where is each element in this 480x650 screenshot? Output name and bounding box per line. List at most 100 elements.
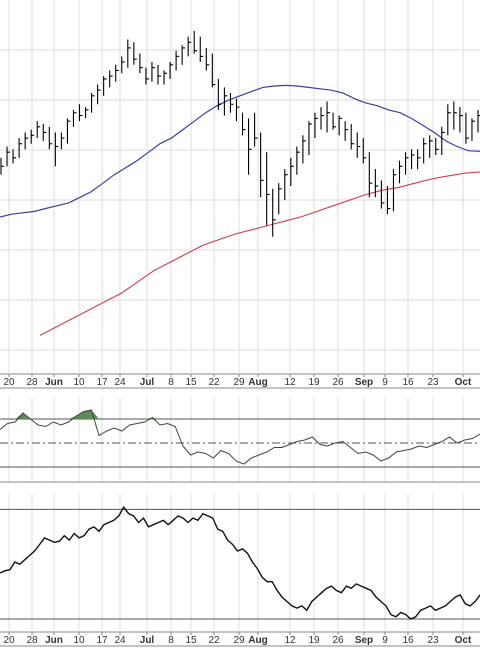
price-bar <box>175 50 180 71</box>
x-tick-label: 24 <box>114 635 126 646</box>
price-bar <box>429 135 433 158</box>
price-bar <box>115 64 119 82</box>
price-bar <box>435 138 439 155</box>
price-bar <box>145 67 149 85</box>
price-bar <box>350 124 355 150</box>
price-bar <box>447 104 451 136</box>
price-bars <box>0 31 480 237</box>
indicator2-panel <box>0 494 480 630</box>
price-bar <box>169 62 174 79</box>
x-tick-label: 8 <box>168 377 174 388</box>
x-tick-label: 20 <box>3 377 15 388</box>
price-bar <box>84 107 89 119</box>
price-bar <box>308 121 312 155</box>
price-bar <box>18 138 23 158</box>
price-bar <box>441 126 445 155</box>
price-bar <box>248 118 252 175</box>
price-bar <box>362 138 367 164</box>
price-bar <box>54 132 59 167</box>
price-bar <box>392 169 397 212</box>
x-tick-label: 22 <box>208 635 220 646</box>
price-bar <box>181 45 186 65</box>
x-tick-label: 17 <box>96 635 108 646</box>
price-bar <box>78 104 83 122</box>
price-bar <box>42 124 47 141</box>
price-bar <box>260 132 264 198</box>
price-bar <box>66 118 71 144</box>
x-tick-label: 16 <box>402 377 414 388</box>
price-bar <box>411 149 415 170</box>
price-bar <box>465 112 469 144</box>
price-bar <box>266 152 270 226</box>
price-bar <box>12 149 17 164</box>
indicator1-line <box>0 409 480 465</box>
x-tick-label: Jul <box>140 635 155 646</box>
price-bar <box>97 84 101 105</box>
x-tick-label: 17 <box>96 377 108 388</box>
x-tick-label: 23 <box>427 377 439 388</box>
price-bar <box>139 53 143 74</box>
price-bar <box>199 36 204 62</box>
price-bar <box>151 62 155 82</box>
overbought-fill <box>15 413 31 419</box>
x-tick-label: 20 <box>3 635 15 646</box>
x-tick-label: 28 <box>26 377 38 388</box>
x-tick-label: 26 <box>332 377 344 388</box>
price-bar <box>133 42 137 65</box>
indicator1-grid <box>0 398 480 483</box>
price-panel <box>0 0 480 372</box>
x-tick-label: 15 <box>185 635 197 646</box>
x-tick-label: 29 <box>233 635 245 646</box>
x-tick-label: Oct <box>455 635 472 646</box>
price-bar <box>0 157 4 175</box>
price-bar <box>386 186 391 215</box>
price-bar <box>423 138 427 164</box>
price-bar <box>235 98 240 122</box>
price-bar <box>187 36 192 57</box>
x-tick-label: Jun <box>45 635 63 646</box>
x-tick-label: Aug <box>248 635 267 646</box>
x-tick-label: 22 <box>208 377 220 388</box>
price-bar <box>338 115 343 136</box>
price-bar <box>217 78 222 110</box>
price-bar <box>332 112 337 130</box>
price-bar <box>471 118 475 141</box>
price-bar <box>459 107 463 133</box>
price-bar <box>127 39 131 68</box>
price-bar <box>296 146 300 175</box>
indicator1-fill <box>15 410 160 419</box>
price-bar <box>254 112 258 147</box>
x-tick-label: Jun <box>45 377 63 388</box>
x-tick-label: 10 <box>73 635 85 646</box>
price-bar <box>211 53 216 88</box>
indicator2-grid <box>0 494 480 630</box>
x-axis-bottom: 20 28 Jun 10 17 24 Jul 8 15 22 29 Aug 12 19 26 Sep 9 16 23… <box>0 631 480 647</box>
x-tick-label: 26 <box>332 635 344 646</box>
price-bar <box>398 160 403 184</box>
price-bar <box>380 180 385 209</box>
price-bar <box>193 31 198 54</box>
x-tick-label: Oct <box>455 377 472 388</box>
x-tick-label: 28 <box>26 635 38 646</box>
x-axis-top: 20 28 Jun 10 17 24 Jul 8 15 22 29 Aug 12 19 26 Sep 9 16 23… <box>0 373 480 389</box>
x-tick-label: 9 <box>382 377 388 388</box>
price-bar <box>284 169 288 201</box>
price-bar <box>374 169 379 198</box>
price-bar <box>241 112 246 136</box>
price-bar <box>453 101 457 130</box>
price-bar <box>344 121 349 141</box>
overbought-fill <box>144 417 160 419</box>
price-bar <box>229 93 234 113</box>
price-bar <box>314 112 318 139</box>
price-bar <box>36 121 41 139</box>
price-bar <box>302 135 306 164</box>
x-tick-label: 24 <box>114 377 126 388</box>
price-bar <box>163 70 168 85</box>
x-tick-label: 8 <box>168 635 174 646</box>
x-tick-label: 16 <box>402 635 414 646</box>
x-tick-label: Sep <box>355 377 373 388</box>
x-tick-label: 19 <box>308 635 320 646</box>
price-bar <box>278 183 282 215</box>
price-bar <box>320 107 325 130</box>
